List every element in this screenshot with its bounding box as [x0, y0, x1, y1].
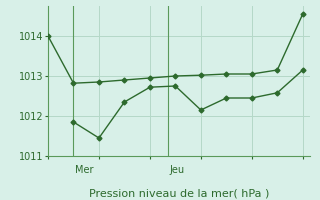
Text: Pression niveau de la mer( hPa ): Pression niveau de la mer( hPa )	[89, 189, 269, 199]
Text: Mer: Mer	[75, 165, 93, 175]
Text: Jeu: Jeu	[169, 165, 184, 175]
